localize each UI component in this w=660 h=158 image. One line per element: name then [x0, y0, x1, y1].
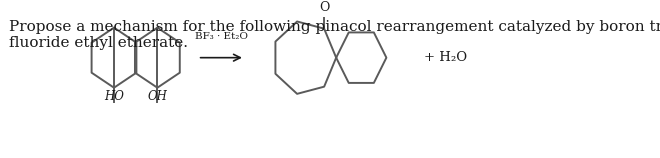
Text: O: O [319, 1, 329, 14]
Text: OH: OH [147, 90, 167, 103]
Text: + H₂O: + H₂O [424, 51, 467, 64]
Text: HO: HO [104, 90, 124, 103]
Text: BF₃ · Et₂O: BF₃ · Et₂O [195, 32, 248, 41]
Text: Propose a mechanism for the following pinacol rearrangement catalyzed by boron t: Propose a mechanism for the following pi… [9, 20, 660, 50]
